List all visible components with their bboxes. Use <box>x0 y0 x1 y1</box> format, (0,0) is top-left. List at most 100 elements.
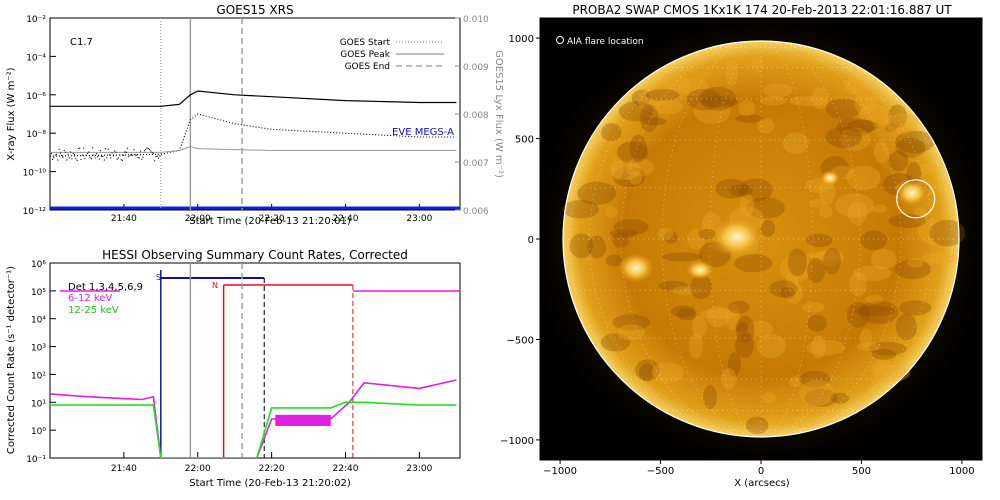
disk-texture-blob <box>752 56 765 73</box>
active-region-east <box>618 253 654 283</box>
disk-texture-blob <box>629 134 647 162</box>
goes-noise-point <box>62 156 64 158</box>
goes-y-right-tick-label: 0.008 <box>463 111 489 121</box>
disk-texture-blob <box>830 392 850 404</box>
swap-image: AIA flare location <box>540 18 982 460</box>
goes-noise-point <box>124 151 126 153</box>
goes-noise-point <box>147 147 149 150</box>
disk-texture-blob <box>823 248 841 275</box>
disk-texture-blob <box>806 233 833 248</box>
disk-texture-blob <box>692 315 707 338</box>
hessi-series-1 <box>50 401 457 458</box>
goes-legend-label: GOES Start <box>340 38 391 48</box>
goes-noise-point <box>125 151 127 153</box>
goes-noise-point <box>146 147 148 149</box>
disk-texture-blob <box>922 252 959 264</box>
goes-noise-point <box>152 152 155 155</box>
disk-texture-blob <box>836 118 875 137</box>
disk-texture-blob <box>686 228 706 250</box>
goes-noise-point <box>70 151 72 153</box>
goes-y-right-tick-label: 0.006 <box>463 207 489 217</box>
disk-texture-blob <box>738 100 756 117</box>
disk-texture-blob <box>859 328 873 348</box>
disk-texture-blob <box>854 305 895 317</box>
disk-texture-blob <box>725 303 740 331</box>
hessi-y-tick-label: 10⁴ <box>31 316 46 326</box>
goes-legend-label: GOES End <box>345 62 390 72</box>
goes-noise-point <box>103 159 105 161</box>
longitude-line <box>620 40 762 438</box>
hessi-legend-6-12: 6-12 keV <box>68 293 112 304</box>
disk-texture-blob <box>847 200 868 225</box>
goes-noise-point <box>142 156 144 159</box>
goes-noise-point <box>119 154 121 156</box>
goes-noise-point <box>143 150 145 152</box>
goes-noise-point <box>84 157 86 160</box>
disk-texture-blob <box>618 101 654 122</box>
disk-texture-blob <box>613 219 649 236</box>
disk-texture-blob <box>895 137 926 158</box>
disk-texture-blob <box>738 178 773 202</box>
goes-noise-point <box>94 157 96 159</box>
disk-texture-blob <box>699 308 739 320</box>
goes-noise-point <box>67 153 69 155</box>
goes-y-tick-label: 10⁻⁴ <box>26 53 46 63</box>
swap-y-tick-label: −500 <box>507 335 534 346</box>
active-region-mid <box>686 260 714 280</box>
goes-noise-point <box>150 150 152 152</box>
swap-y-tick-label: 500 <box>515 135 534 146</box>
goes-noise-point <box>104 147 107 150</box>
disk-texture-blob <box>788 95 828 107</box>
goes-series-solid-black <box>50 90 457 107</box>
longitude-line <box>760 40 933 438</box>
disk-texture-blob <box>613 166 646 188</box>
disk-texture-blob <box>835 193 874 218</box>
disk-texture-blob <box>651 362 685 383</box>
goes-x-tick-label: 23:00 <box>406 214 432 224</box>
disk-texture-blob <box>779 254 813 282</box>
disk-texture-blob <box>642 117 667 126</box>
goes-noise-point <box>64 151 67 153</box>
disk-texture-blob <box>569 233 594 259</box>
disk-texture-blob <box>849 271 867 297</box>
goes-noise-point <box>85 154 87 157</box>
goes-noise-point <box>50 152 52 155</box>
disk-texture-blob <box>787 248 807 277</box>
goes-noise-point <box>157 157 160 159</box>
heliographic-grid <box>563 40 959 438</box>
hessi-y-tick-label: 10⁰ <box>31 427 46 437</box>
disk-texture-blob <box>814 249 844 266</box>
disk-texture-blob <box>609 229 638 238</box>
goes-y-axis-right: 0.010 0.009 0.008 0.007 0.006 <box>455 15 489 217</box>
disk-texture-blob <box>898 300 932 316</box>
goes-noise-point <box>106 157 108 159</box>
disk-texture-blob <box>611 156 624 180</box>
disk-texture-blob <box>868 342 907 356</box>
goes-noise-point <box>121 159 123 161</box>
disk-texture-blob <box>806 251 841 261</box>
disk-texture-blob <box>786 270 799 294</box>
goes-noise-point <box>123 154 125 157</box>
disk-texture-blob <box>657 227 674 241</box>
goes-noise-point <box>148 148 151 151</box>
disk-texture-blob <box>688 333 704 359</box>
hessi-marker-n: N <box>212 281 218 290</box>
disk-texture-blob <box>885 123 898 133</box>
disk-texture-blob <box>678 77 709 97</box>
disk-texture-blob <box>756 333 786 358</box>
disk-texture-blob <box>701 96 739 108</box>
aia-legend-symbol <box>556 36 564 44</box>
disk-texture-blob <box>577 181 617 205</box>
disk-texture-blob <box>858 300 899 324</box>
goes-noise-point <box>59 152 61 154</box>
goes-plot-frame <box>49 17 461 211</box>
disk-texture-blob <box>676 308 697 321</box>
disk-texture-blob <box>865 294 884 304</box>
disk-texture-blob <box>894 259 932 280</box>
hessi-x-tick-label: 22:00 <box>185 464 211 474</box>
disk-texture-blob <box>802 302 825 313</box>
goes-noise-point <box>128 156 130 158</box>
disk-texture-blob <box>894 130 935 154</box>
hessi-y-axis: 10⁶ 10⁵ 10⁴ 10³ 10² 10¹ 10⁰ 10⁻¹ <box>26 260 56 465</box>
disk-texture-blob <box>844 77 867 95</box>
